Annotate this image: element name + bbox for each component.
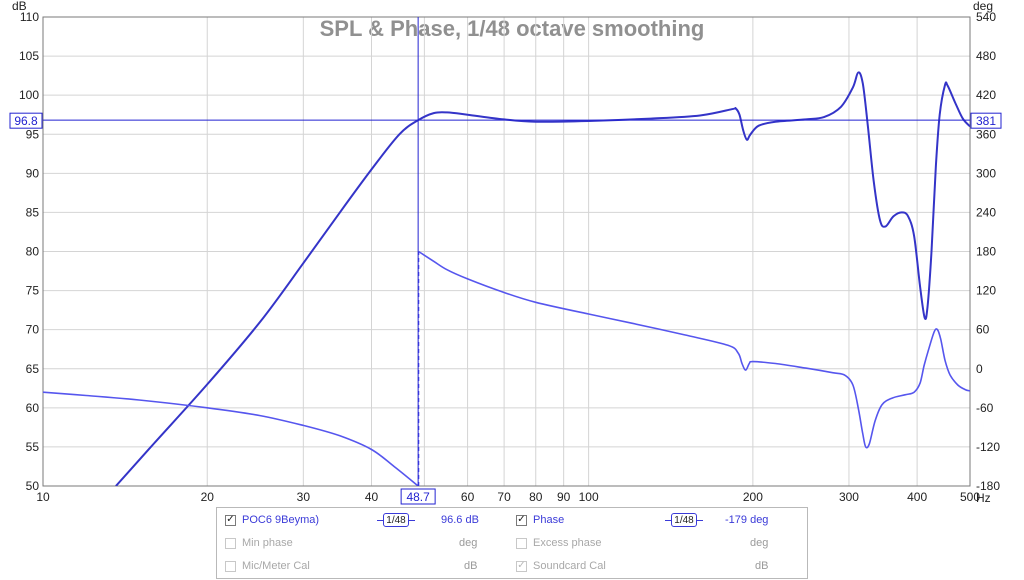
y-left-tick-label: 55 bbox=[26, 440, 40, 454]
plot-frame bbox=[42, 16, 971, 487]
grid bbox=[42, 16, 971, 487]
y-right-tick-label: 360 bbox=[976, 127, 996, 141]
y-right-tick-label: 540 bbox=[976, 10, 996, 24]
legend-spl-label: POC6 9Beyma) bbox=[242, 514, 320, 526]
x-axis-unit: Hz bbox=[976, 491, 991, 505]
x-tick-label: 40 bbox=[365, 490, 379, 504]
checkbox-icon[interactable]: ✓ bbox=[516, 560, 527, 572]
legend-mic-cal-entry[interactable]: Mic/Meter Cal bbox=[225, 558, 310, 574]
x-tick-label: 400 bbox=[907, 490, 927, 504]
legend-panel: ✓ POC6 9Beyma) 1/48 96.6 dB ✓ Phase 1/48… bbox=[216, 507, 808, 579]
checkbox-icon[interactable]: ✓ bbox=[225, 514, 236, 526]
x-tick-label: 70 bbox=[497, 490, 511, 504]
checkbox-icon[interactable]: ✓ bbox=[516, 514, 527, 526]
legend-phase-value: -179 deg bbox=[725, 514, 769, 526]
x-tick-label: 80 bbox=[529, 490, 543, 504]
left-axis-unit: dB bbox=[12, 0, 27, 13]
checkbox-icon[interactable] bbox=[516, 537, 527, 549]
y-left-tick-label: 90 bbox=[26, 166, 40, 180]
y-right-tick-label: -60 bbox=[976, 401, 994, 415]
phase-series-line bbox=[43, 391, 419, 486]
y-right-tick-label: 60 bbox=[976, 323, 990, 337]
legend-mic-cal-value: dB bbox=[464, 560, 478, 572]
smoothing-badge-spl[interactable]: 1/48 bbox=[377, 513, 415, 527]
cursor-y-left-readout-box bbox=[9, 112, 43, 129]
checkbox-icon[interactable] bbox=[225, 560, 236, 572]
phase-series-line bbox=[418, 250, 970, 449]
legend-spl-entry[interactable]: ✓ POC6 9Beyma) bbox=[225, 512, 319, 528]
y-left-tick-label: 60 bbox=[26, 401, 40, 415]
legend-mic-cal-label: Mic/Meter Cal bbox=[242, 560, 310, 572]
smoothing-badge-phase[interactable]: 1/48 bbox=[665, 513, 703, 527]
legend-soundcard-cal-label: Soundcard Cal bbox=[533, 560, 606, 572]
legend-min-phase-label: Min phase bbox=[242, 537, 293, 549]
x-tick-label: 30 bbox=[297, 490, 311, 504]
cursor-y-right-readout: 381 bbox=[976, 114, 996, 128]
y-right-tick-label: 180 bbox=[976, 245, 996, 259]
x-tick-label: 10 bbox=[36, 490, 50, 504]
y-right-tick-label: -180 bbox=[976, 479, 1000, 493]
y-left-tick-label: 100 bbox=[19, 88, 39, 102]
legend-excess-phase-label: Excess phase bbox=[533, 537, 602, 549]
x-tick-label: 300 bbox=[839, 490, 859, 504]
cursor[interactable]: 48.7 96.8 381 bbox=[9, 17, 1002, 505]
y-right-tick-label: 120 bbox=[976, 284, 996, 298]
y-left-tick-label: 110 bbox=[20, 10, 39, 24]
x-tick-label: 500 bbox=[960, 490, 980, 504]
legend-min-phase-entry[interactable]: Min phase bbox=[225, 535, 293, 551]
legend-phase-label: Phase bbox=[533, 514, 565, 526]
y-left-tick-label: 75 bbox=[26, 284, 40, 298]
cursor-x-readout: 48.7 bbox=[406, 490, 430, 504]
x-tick-label: 90 bbox=[557, 490, 571, 504]
cursor-y-right-readout-box bbox=[970, 112, 1002, 129]
tick-labels: 10 20 30 40 60 70 80 90 100 200 300 400 500 50 55 60 65 7… bbox=[19, 10, 1000, 504]
checkbox-icon[interactable] bbox=[225, 537, 236, 549]
y-left-tick-label: 65 bbox=[26, 362, 40, 376]
legend-min-phase-value: deg bbox=[459, 537, 478, 549]
legend-excess-phase-value: deg bbox=[750, 537, 769, 549]
x-tick-label: 100 bbox=[579, 490, 599, 504]
y-right-tick-label: 0 bbox=[976, 362, 983, 376]
y-left-tick-label: 70 bbox=[26, 323, 40, 337]
legend-phase-entry[interactable]: ✓ Phase bbox=[516, 512, 564, 528]
legend-spl-value: 96.6 dB bbox=[441, 514, 479, 526]
y-right-tick-label: 420 bbox=[976, 88, 996, 102]
y-right-tick-label: -120 bbox=[976, 440, 1000, 454]
y-left-tick-label: 95 bbox=[26, 127, 40, 141]
chart-title: SPL & Phase, 1/48 octave smoothing bbox=[320, 16, 705, 41]
x-tick-label: 200 bbox=[743, 490, 763, 504]
y-right-tick-label: 300 bbox=[976, 166, 996, 180]
x-tick-label: 60 bbox=[461, 490, 475, 504]
cursor-x-readout-box bbox=[400, 488, 436, 505]
legend-soundcard-cal-entry[interactable]: ✓ Soundcard Cal bbox=[516, 558, 606, 574]
y-right-tick-label: 240 bbox=[976, 205, 996, 219]
legend-soundcard-cal-value: dB bbox=[755, 560, 769, 572]
legend-excess-phase-entry[interactable]: Excess phase bbox=[516, 535, 601, 551]
y-left-tick-label: 85 bbox=[26, 205, 40, 219]
y-left-tick-label: 80 bbox=[26, 245, 40, 259]
right-axis-unit: deg bbox=[973, 0, 993, 13]
y-left-tick-label: 105 bbox=[19, 49, 39, 63]
x-tick-label: 20 bbox=[201, 490, 215, 504]
spl-phase-chart[interactable]: SPL & Phase, 1/48 octave smoothing dB de… bbox=[0, 0, 1024, 505]
y-right-tick-label: 480 bbox=[976, 49, 996, 63]
cursor-y-left-readout: 96.8 bbox=[14, 114, 38, 128]
y-left-tick-label: 50 bbox=[26, 479, 40, 493]
